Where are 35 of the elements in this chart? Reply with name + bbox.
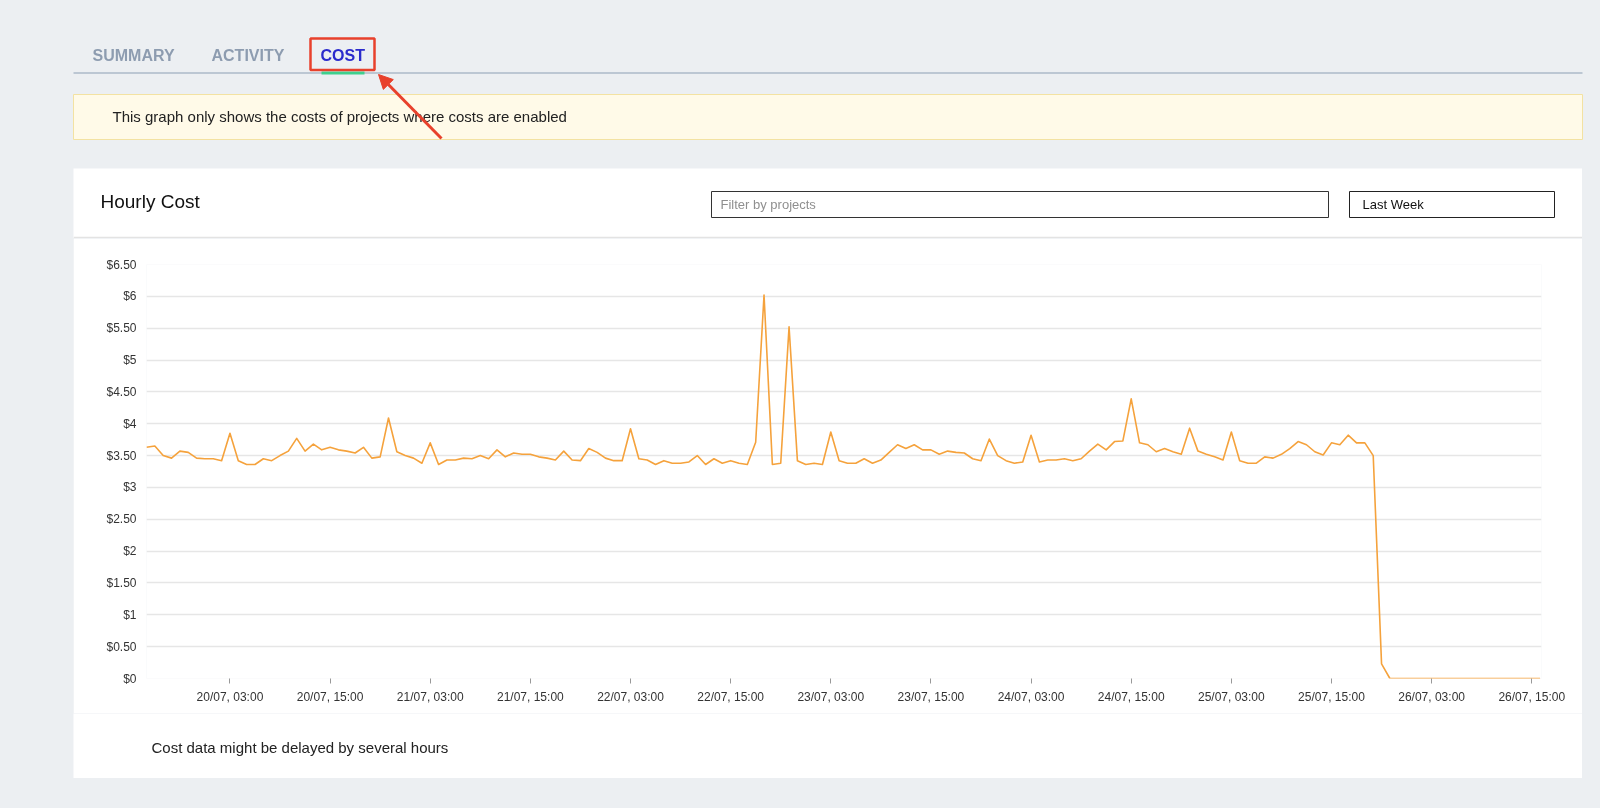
x-tick-label: 25/07, 15:00 — [1298, 689, 1366, 704]
y-tick-label: $0 — [123, 671, 137, 686]
x-tick-label: 26/07, 03:00 — [1398, 689, 1466, 704]
text: COST — [320, 47, 366, 64]
y-tick-label: $5.50 — [106, 321, 137, 336]
x-tick-label: 21/07, 03:00 — [396, 689, 464, 704]
y-tick-label: $1 — [123, 607, 137, 622]
x-tick-label: 20/07, 15:00 — [296, 689, 364, 704]
y-tick-label: $6 — [123, 289, 137, 304]
y-tick-label: $5 — [123, 353, 137, 368]
x-tick-label: 24/07, 03:00 — [997, 689, 1065, 704]
x-tick-label: 22/07, 15:00 — [697, 689, 765, 704]
y-tick-label: $4.50 — [106, 384, 137, 399]
y-tick-label: $2 — [123, 544, 137, 559]
text: Cost data might be delayed by several hours — [151, 739, 449, 756]
x-tick-label: 23/07, 15:00 — [897, 689, 965, 704]
x-tick-label: 26/07, 15:00 — [1498, 689, 1566, 704]
text: SUMMARY — [92, 47, 175, 64]
y-tick-label: $4 — [123, 416, 137, 431]
y-tick-label: $6.50 — [106, 257, 137, 272]
x-tick-label: 25/07, 03:00 — [1197, 689, 1266, 704]
x-tick-label: 22/07, 03:00 — [597, 689, 665, 704]
x-tick-label: 23/07, 03:00 — [797, 689, 865, 704]
chart-title: Hourly Cost — [100, 191, 201, 212]
y-tick-label: $0.50 — [106, 639, 137, 654]
text: ACTIVITY — [211, 47, 285, 64]
x-tick-label: 24/07, 15:00 — [1097, 689, 1165, 704]
text: Last Week — [1362, 197, 1425, 212]
text: Filter by projects — [720, 197, 817, 212]
y-tick-label: $2.50 — [106, 512, 137, 527]
y-tick-label: $3.50 — [106, 448, 137, 463]
x-tick-label: 20/07, 03:00 — [196, 689, 264, 704]
y-tick-label: $1.50 — [106, 575, 137, 590]
y-tick-label: $3 — [123, 480, 137, 495]
x-tick-label: 21/07, 15:00 — [497, 689, 565, 704]
